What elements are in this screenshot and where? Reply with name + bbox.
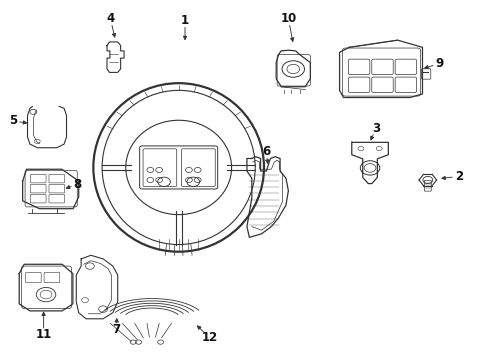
Text: 8: 8: [74, 178, 81, 191]
Text: 10: 10: [280, 12, 296, 25]
Text: 9: 9: [434, 57, 443, 70]
Text: 12: 12: [201, 331, 217, 344]
Text: 1: 1: [181, 14, 189, 27]
Text: 7: 7: [112, 323, 121, 336]
Text: 2: 2: [454, 170, 462, 183]
Text: 5: 5: [9, 114, 17, 127]
Text: 4: 4: [106, 12, 114, 25]
Text: 11: 11: [36, 328, 52, 341]
Text: 6: 6: [262, 145, 270, 158]
Text: 3: 3: [371, 122, 380, 135]
